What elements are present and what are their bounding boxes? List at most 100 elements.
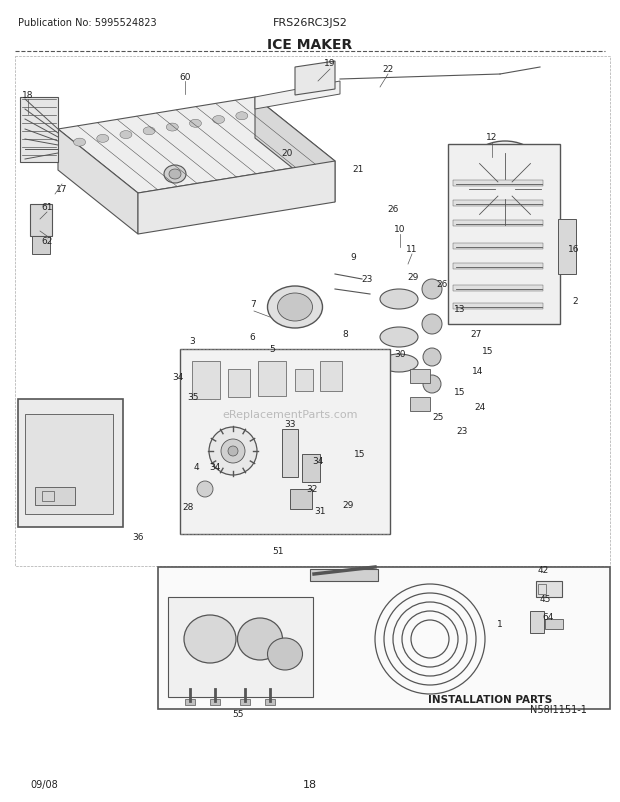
Circle shape <box>457 142 553 237</box>
Polygon shape <box>58 98 335 194</box>
Bar <box>290 489 312 509</box>
Bar <box>32 237 50 255</box>
Bar <box>320 362 342 391</box>
Bar <box>558 220 576 274</box>
Text: 21: 21 <box>352 165 364 174</box>
Text: 5: 5 <box>269 345 275 354</box>
Text: 24: 24 <box>474 403 485 412</box>
Ellipse shape <box>380 354 418 373</box>
Ellipse shape <box>237 618 283 660</box>
Bar <box>192 362 220 399</box>
Text: 20: 20 <box>281 148 293 157</box>
Bar <box>25 415 113 514</box>
Bar <box>453 286 543 292</box>
Bar <box>538 585 546 594</box>
Bar <box>240 699 250 705</box>
Text: 14: 14 <box>472 367 484 376</box>
Bar <box>302 455 320 482</box>
Ellipse shape <box>74 139 86 147</box>
Ellipse shape <box>213 116 224 124</box>
Text: 22: 22 <box>383 66 394 75</box>
Text: 28: 28 <box>182 503 193 512</box>
Ellipse shape <box>267 286 322 329</box>
Text: 8: 8 <box>342 330 348 339</box>
Bar <box>453 304 543 310</box>
Bar <box>410 370 430 383</box>
Text: 55: 55 <box>232 710 244 719</box>
Polygon shape <box>138 162 335 235</box>
Text: 09/08: 09/08 <box>30 779 58 789</box>
Circle shape <box>422 314 442 334</box>
Circle shape <box>422 280 442 300</box>
Text: 26: 26 <box>436 280 448 290</box>
Text: Publication No: 5995524823: Publication No: 5995524823 <box>18 18 157 28</box>
Text: 62: 62 <box>42 237 53 246</box>
Text: 4: 4 <box>193 463 199 472</box>
Polygon shape <box>448 145 560 325</box>
Text: 2: 2 <box>572 297 578 306</box>
Polygon shape <box>58 130 138 235</box>
Bar <box>530 611 544 634</box>
Text: 25: 25 <box>432 413 444 422</box>
Polygon shape <box>255 82 340 110</box>
Text: 34: 34 <box>210 463 221 472</box>
Circle shape <box>423 349 441 367</box>
Text: 7: 7 <box>250 300 256 309</box>
Text: 17: 17 <box>56 185 68 194</box>
Text: 19: 19 <box>324 59 336 68</box>
Text: 10: 10 <box>394 225 405 234</box>
Text: 12: 12 <box>486 133 498 142</box>
Text: 16: 16 <box>569 245 580 254</box>
Bar <box>453 264 543 269</box>
Bar <box>15 57 610 566</box>
Text: N58I1151-1: N58I1151-1 <box>530 704 587 714</box>
Text: eReplacementParts.com: eReplacementParts.com <box>222 410 358 419</box>
Text: ICE MAKER: ICE MAKER <box>267 38 353 52</box>
Bar <box>18 399 123 528</box>
Bar <box>42 492 54 501</box>
Bar <box>545 619 563 630</box>
Text: 34: 34 <box>172 373 184 382</box>
Bar <box>35 488 75 505</box>
Ellipse shape <box>236 112 248 120</box>
Text: 60: 60 <box>179 72 191 81</box>
Text: 18: 18 <box>303 779 317 789</box>
Text: 31: 31 <box>314 507 326 516</box>
Ellipse shape <box>120 132 132 140</box>
Ellipse shape <box>143 128 155 136</box>
Bar <box>210 699 220 705</box>
Bar <box>453 221 543 227</box>
Bar <box>20 98 58 163</box>
Ellipse shape <box>267 638 303 670</box>
Bar <box>453 180 543 187</box>
Bar <box>30 205 52 237</box>
Ellipse shape <box>380 290 418 310</box>
Text: 35: 35 <box>187 393 199 402</box>
Bar <box>265 699 275 705</box>
Text: 27: 27 <box>471 330 482 339</box>
Text: 15: 15 <box>482 347 494 356</box>
Ellipse shape <box>164 166 186 184</box>
Text: 34: 34 <box>312 457 324 466</box>
Text: 13: 13 <box>454 305 466 314</box>
Ellipse shape <box>184 615 236 663</box>
Bar <box>295 370 313 391</box>
Ellipse shape <box>380 327 418 347</box>
Text: 1: 1 <box>497 620 503 629</box>
Circle shape <box>228 447 238 456</box>
Ellipse shape <box>97 136 108 144</box>
Bar <box>453 200 543 207</box>
Text: 15: 15 <box>354 450 366 459</box>
Text: 23: 23 <box>456 427 467 436</box>
Text: 30: 30 <box>394 350 405 359</box>
Text: 18: 18 <box>22 91 33 99</box>
Text: 6: 6 <box>249 333 255 342</box>
Circle shape <box>209 427 257 476</box>
Text: 32: 32 <box>306 485 317 494</box>
Ellipse shape <box>190 120 202 128</box>
Text: 29: 29 <box>407 273 419 282</box>
Text: 64: 64 <box>542 613 554 622</box>
Bar <box>258 362 286 396</box>
Polygon shape <box>295 62 335 96</box>
Bar <box>228 370 250 398</box>
